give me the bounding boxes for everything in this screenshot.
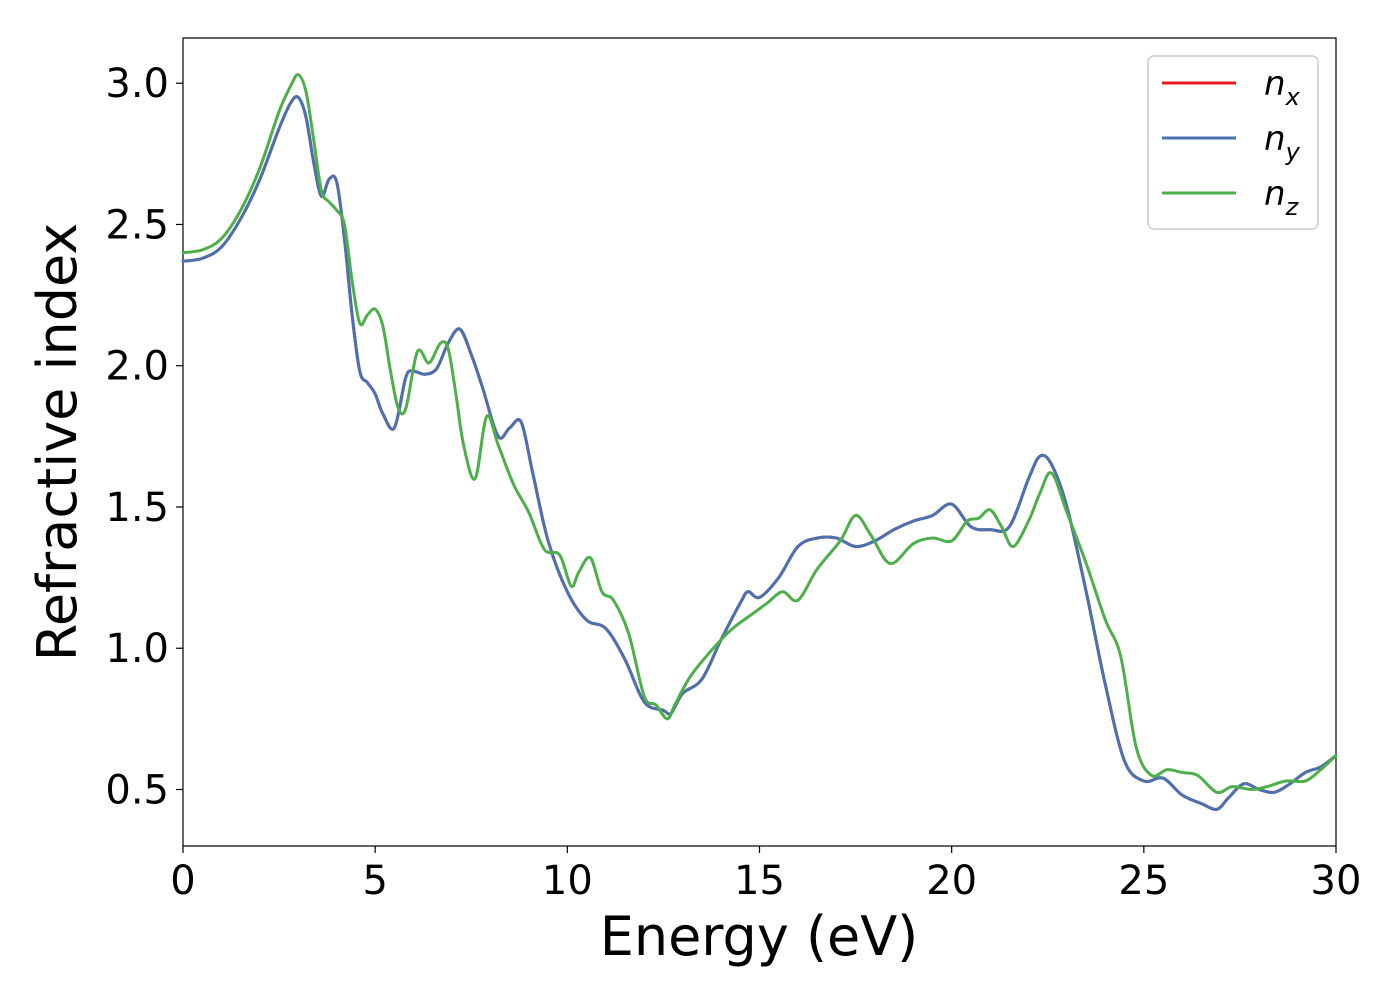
x-tick-label: 15 bbox=[734, 858, 785, 904]
series-layer bbox=[181, 73, 1338, 811]
x-axis-title: Energy (eV) bbox=[600, 905, 919, 968]
y-tick-label: 1.0 bbox=[105, 626, 169, 672]
legend-frame bbox=[1147, 55, 1319, 230]
x-tick-label: 0 bbox=[170, 858, 195, 904]
x-tick-label: 25 bbox=[1118, 858, 1169, 904]
legend-label: nx bbox=[1264, 64, 1301, 111]
legend-entry-n-y: ny bbox=[1162, 119, 1301, 166]
y-tick-label: 2.5 bbox=[105, 202, 169, 248]
legend-entry-n-z: nz bbox=[1162, 174, 1300, 221]
legend-label-base: n bbox=[1264, 119, 1286, 159]
legend-label-base: n bbox=[1264, 64, 1286, 104]
y-tick-label: 1.5 bbox=[105, 485, 169, 531]
legend-label-subscript: x bbox=[1285, 83, 1301, 111]
legend-label-subscript: z bbox=[1285, 193, 1300, 221]
y-tick-label: 3.0 bbox=[105, 61, 169, 107]
x-tick-label: 20 bbox=[926, 858, 977, 904]
series-line-n-z bbox=[181, 73, 1338, 795]
x-tick-label: 10 bbox=[542, 858, 593, 904]
y-tick-label: 0.5 bbox=[105, 767, 169, 813]
y-tick-label: 2.0 bbox=[105, 344, 169, 390]
legend-label: ny bbox=[1264, 119, 1301, 166]
legend-label: nz bbox=[1264, 174, 1300, 221]
legend-label-base: n bbox=[1264, 174, 1286, 214]
plot-area bbox=[182, 37, 1337, 847]
y-axis-title: Refractive index bbox=[26, 223, 89, 662]
x-tick-label: 5 bbox=[362, 858, 387, 904]
legend-label-subscript: y bbox=[1285, 138, 1301, 166]
legend-entry-n-x: nx bbox=[1162, 64, 1301, 111]
ticks-layer: 0 5 10 15 20 25 30 0.5 1.0 1.5 2.0 2.5 3.0 bbox=[105, 61, 1361, 904]
x-tick-label: 30 bbox=[1311, 858, 1362, 904]
